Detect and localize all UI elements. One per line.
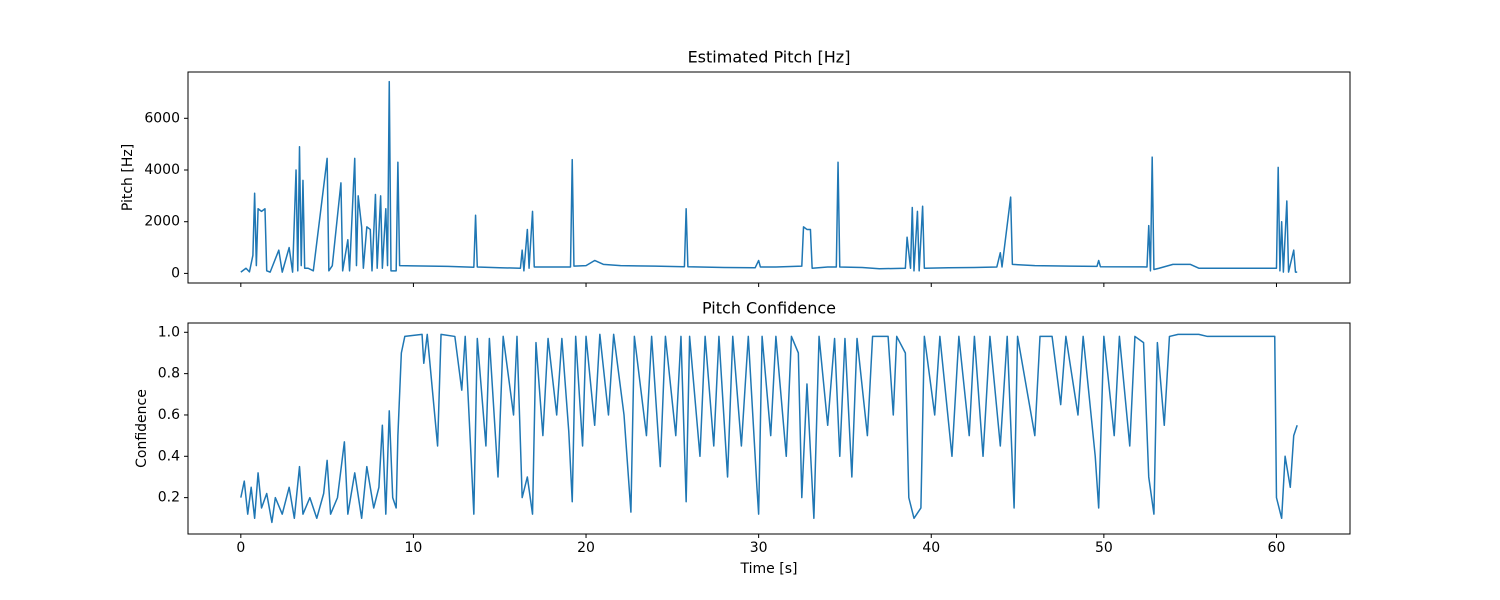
y-axis-label: Pitch [Hz] — [120, 144, 136, 211]
axes-frame — [187, 322, 1351, 535]
y-tick-label: 0 — [171, 265, 180, 281]
line-series — [240, 333, 1298, 524]
y-tick-label: 2000 — [144, 214, 180, 230]
x-tick-label: 40 — [922, 540, 940, 556]
line-series — [240, 80, 1298, 273]
y-tick-label: 0.6 — [158, 407, 180, 423]
x-tick-label: 10 — [405, 540, 423, 556]
x-axis-label: Time [s] — [740, 561, 798, 577]
y-tick-label: 0.4 — [158, 448, 180, 464]
y-tick-label: 0.8 — [158, 366, 180, 382]
y-tick-label: 6000 — [144, 110, 180, 126]
x-tick-label: 30 — [750, 540, 768, 556]
x-tick-label: 60 — [1268, 540, 1286, 556]
x-tick-label: 20 — [577, 540, 595, 556]
y-axis-label: Confidence — [134, 389, 150, 468]
chart-title: Pitch Confidence — [702, 299, 836, 318]
axes-frame — [187, 71, 1351, 284]
y-tick-label: 1.0 — [158, 324, 180, 340]
y-tick-label: 0.2 — [158, 490, 180, 506]
y-tick-label: 4000 — [144, 162, 180, 178]
x-tick-label: 0 — [236, 540, 245, 556]
x-tick-label: 50 — [1095, 540, 1113, 556]
chart-title: Estimated Pitch [Hz] — [688, 48, 851, 67]
